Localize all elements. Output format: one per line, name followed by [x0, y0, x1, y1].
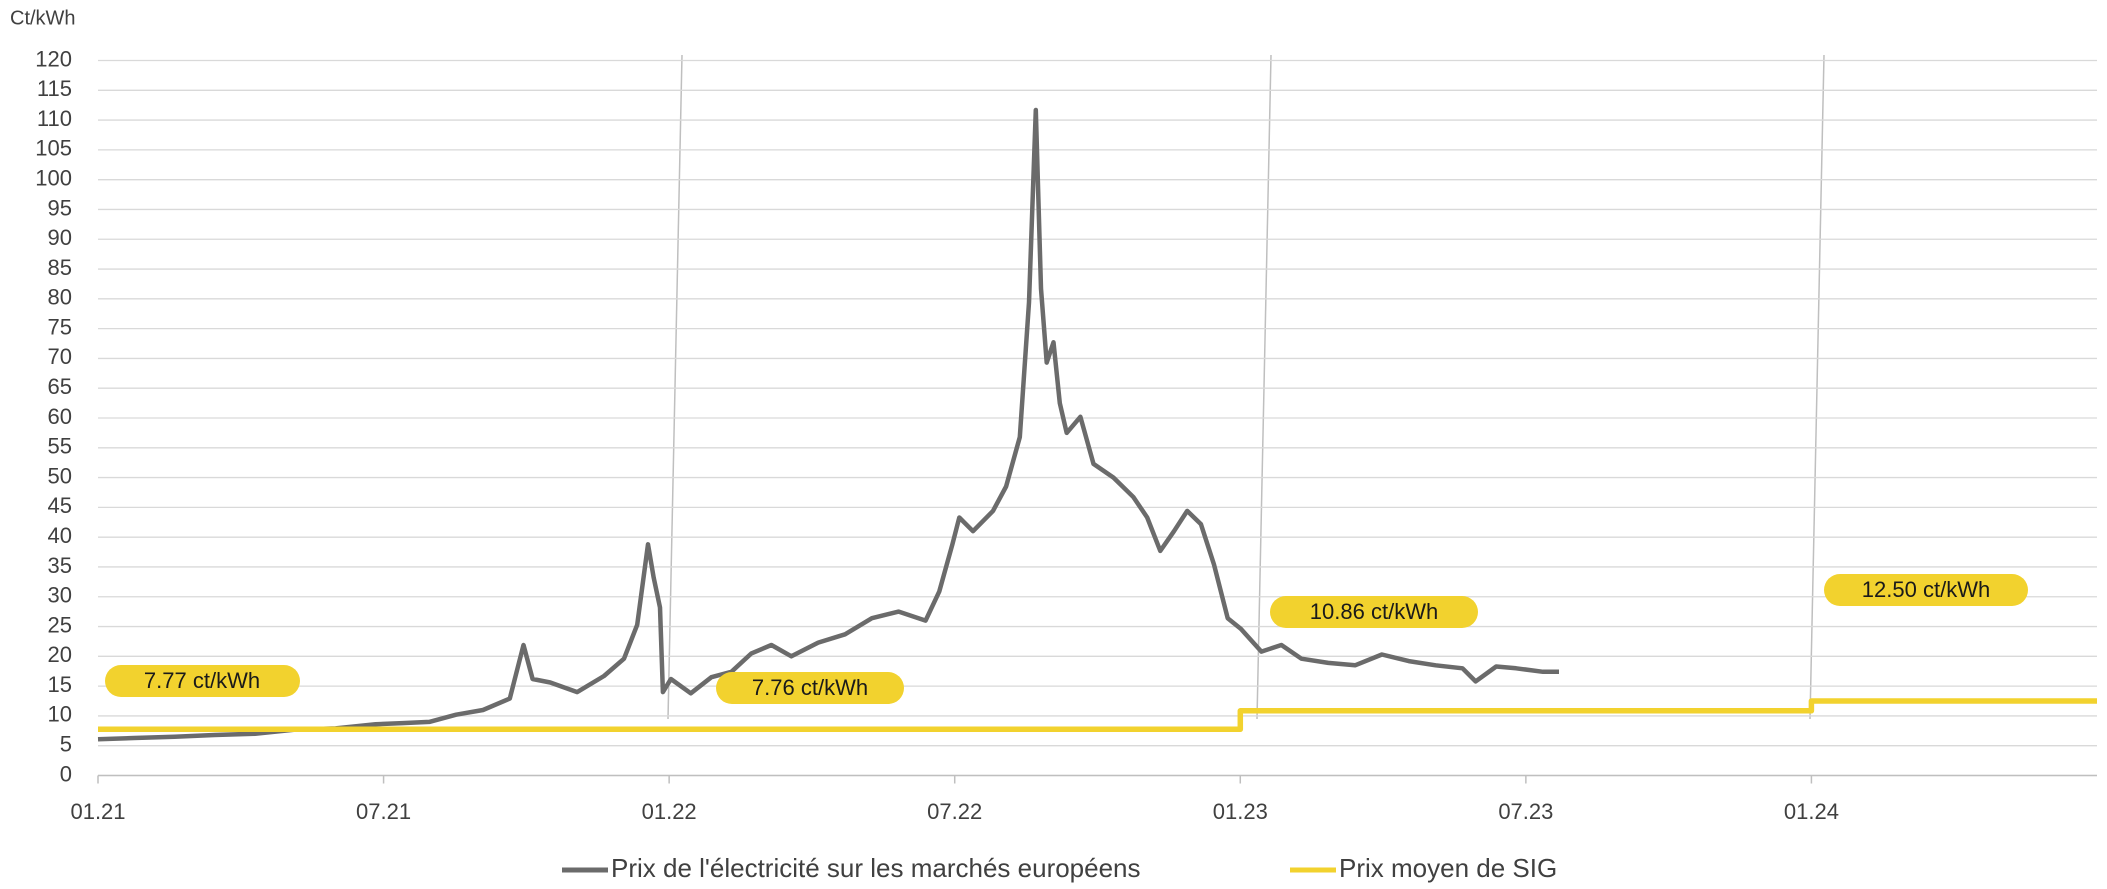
series-line: [98, 698, 2097, 733]
y-tick-label: 10: [48, 702, 72, 727]
y-tick-label: 35: [48, 553, 72, 578]
annotation-pill: [105, 665, 300, 697]
x-tick-label: 07.21: [356, 799, 411, 824]
annotation: 7.76 ct/kWh: [752, 675, 868, 700]
y-tick-label: 80: [48, 285, 72, 310]
legend-label: Prix moyen de SIG: [1339, 853, 1557, 883]
connector: [1809, 54, 1825, 720]
y-tick-label: 100: [35, 165, 72, 190]
y-tick-label: 70: [48, 344, 72, 369]
y-tick-label: 90: [48, 225, 72, 250]
y-tick-label: 110: [37, 106, 72, 131]
annotation: 7.77 ct/kWh: [144, 668, 260, 693]
y-tick-label: 75: [48, 314, 72, 339]
x-tick-label: 01.21: [70, 799, 125, 824]
x-tick-label: 01.24: [1784, 799, 1839, 824]
y-tick-label: 5: [60, 732, 72, 757]
y-tick-label: 65: [48, 374, 72, 399]
y-tick-label: 60: [48, 404, 72, 429]
plot: 0 5 10 15 20 25 30 35 40 45 50 55 60 65 70 75 80 85 90 95 10…: [35, 46, 2097, 824]
annotation: 10.86 ct/kWh: [1310, 599, 1438, 624]
y-tick-label: 55: [48, 434, 72, 459]
y-tick-label: 105: [35, 136, 72, 161]
series-line: [97, 107, 1559, 742]
y-tick-label: 45: [48, 493, 72, 518]
y-tick-label: 20: [48, 642, 72, 667]
legend: Prix de l'électricité sur les marchés eu…: [562, 853, 1557, 883]
annotation-pill: [1824, 574, 2028, 606]
y-tick-label: 120: [35, 46, 72, 71]
y-axis-label: Ct/kWh: [10, 7, 76, 29]
x-tick-label: 07.23: [1498, 799, 1553, 824]
connector: [1256, 54, 1272, 720]
x-tick-label: 01.23: [1213, 799, 1268, 824]
annotations: 7.77 ct/kWh 7.76 ct/kWh 10.86 ct/kWh 12.…: [105, 574, 2028, 704]
annotation-pill: [1270, 596, 1478, 628]
y-tick-label: 95: [48, 195, 72, 220]
annotation-pill: [716, 672, 904, 704]
y-tick-label: 50: [48, 463, 72, 488]
y-tick-label: 115: [37, 76, 72, 101]
y-tick-label: 15: [48, 672, 72, 697]
y-tick-label: 40: [48, 523, 72, 548]
x-tick-label: 01.22: [642, 799, 697, 824]
y-tick-label: 30: [48, 583, 72, 608]
connector-lines: [667, 54, 1825, 720]
legend-label: Prix de l'électricité sur les marchés eu…: [611, 853, 1141, 883]
y-tick-label: 0: [60, 761, 72, 786]
connector: [667, 54, 683, 720]
y-tick-label: 25: [48, 612, 72, 637]
y-tick-label: 85: [48, 255, 72, 280]
annotation: 12.50 ct/kWh: [1862, 577, 1990, 602]
x-tick-label: 07.22: [927, 799, 982, 824]
